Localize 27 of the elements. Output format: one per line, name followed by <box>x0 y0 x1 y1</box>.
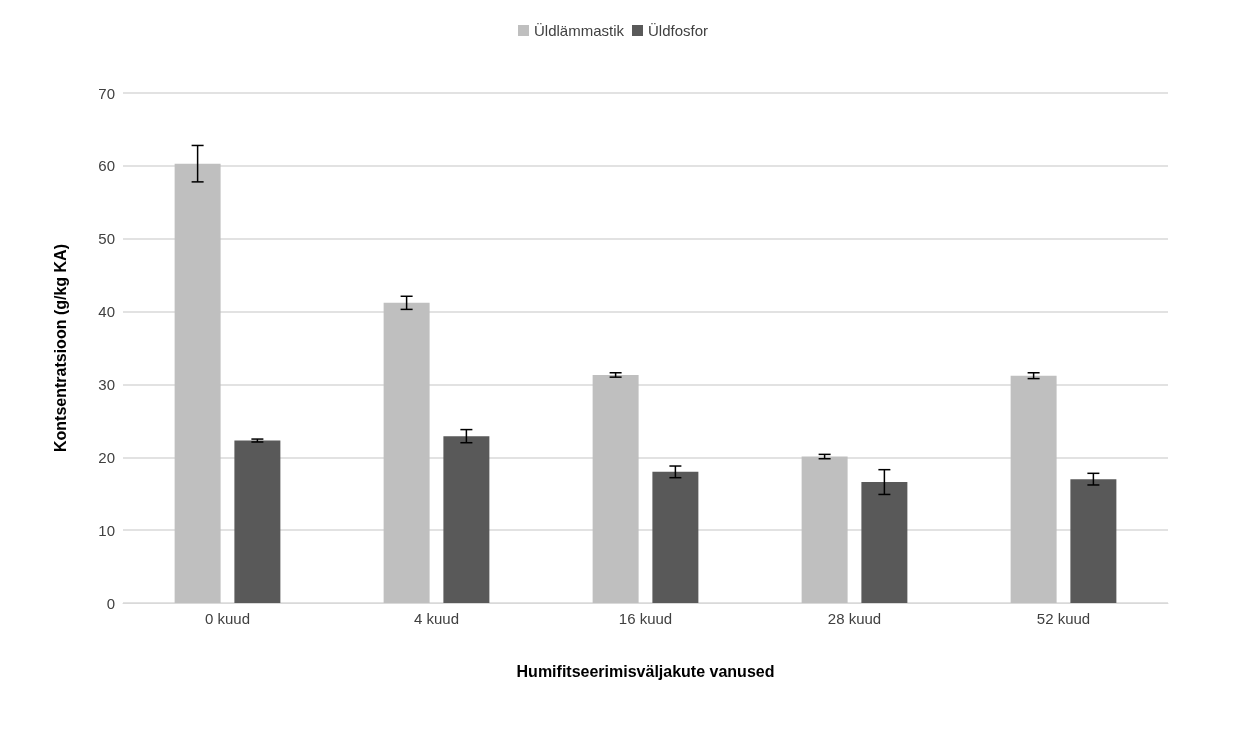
y-axis-title: Kontsentratsioon (g/kg KA) <box>51 244 69 452</box>
x-tick-label: 4 kuud <box>413 610 460 627</box>
y-tick-label: 50 <box>98 230 115 248</box>
y-tick-label: 40 <box>98 303 115 321</box>
x-axis-title: Humifitseerimisväljakute vanused <box>516 662 775 680</box>
y-tick-label: 0 <box>106 594 115 612</box>
x-tick-label: 16 kuud <box>618 610 673 627</box>
y-tick-label: 10 <box>98 521 115 539</box>
bar <box>592 374 639 603</box>
bar <box>174 163 221 603</box>
y-tick-label: 30 <box>98 375 115 393</box>
y-tick-label: 20 <box>98 448 115 466</box>
bar <box>801 456 848 603</box>
legend-label: Üldlämmastik <box>533 22 625 39</box>
y-tick-label: 70 <box>98 84 115 102</box>
bar <box>1010 375 1057 603</box>
y-tick-label: 60 <box>98 157 115 175</box>
x-tick-label: 28 kuud <box>827 610 882 627</box>
bar <box>861 482 908 603</box>
legend-label: Üldfosfor <box>648 22 709 39</box>
bar <box>652 471 699 603</box>
bar <box>383 302 430 603</box>
x-tick-label: 52 kuud <box>1036 610 1091 627</box>
bar <box>1070 479 1117 603</box>
bar <box>234 440 281 603</box>
bar <box>443 436 490 603</box>
x-tick-label: 0 kuud <box>204 610 251 627</box>
